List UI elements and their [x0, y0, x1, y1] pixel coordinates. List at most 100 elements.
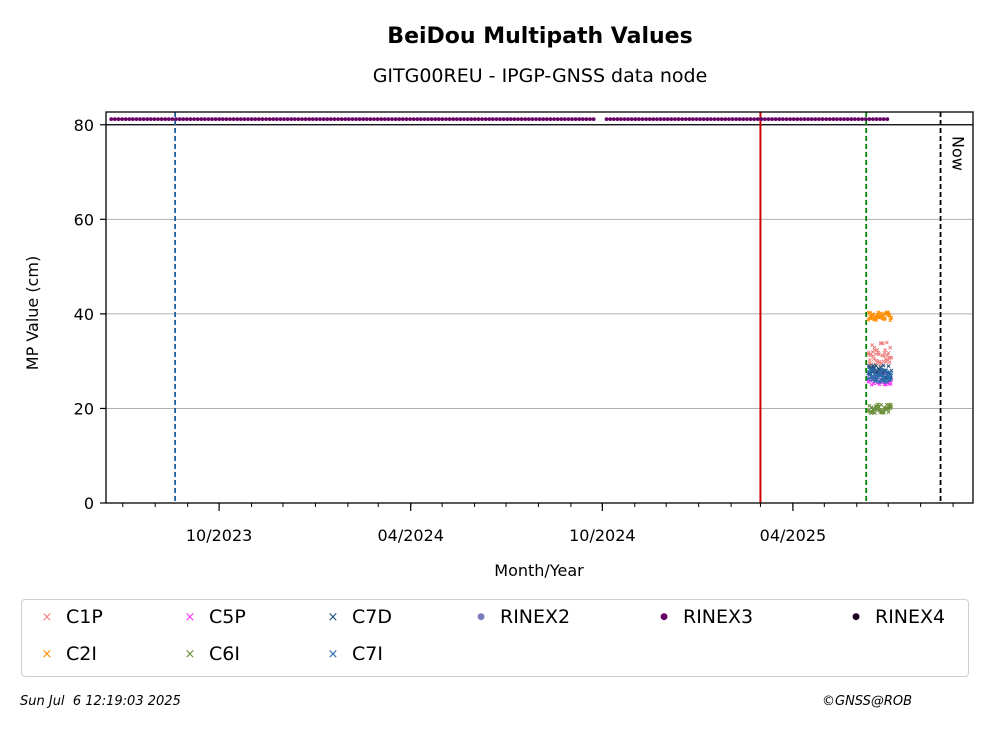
legend-item-c2i: × C2I: [36, 643, 97, 665]
rinex3-point: [130, 117, 135, 121]
rinex3-point: [555, 117, 560, 121]
point-C1P: [867, 361, 872, 366]
rinex3-point: [727, 117, 731, 121]
point-C1P: [887, 360, 892, 365]
rinex3-point: [382, 117, 387, 121]
point-C5P: [871, 381, 876, 386]
rinex3-point: [716, 117, 721, 121]
rinex3-point: [235, 117, 240, 121]
rinex3-point: [591, 117, 596, 121]
rinex3-point: [498, 117, 502, 121]
y-tick-label: 0: [84, 494, 94, 513]
point-C6I: [873, 411, 877, 416]
rinex3-point: [719, 117, 724, 121]
rinex3-point: [791, 117, 796, 121]
legend-label: C7I: [352, 643, 383, 665]
rinex3-point: [673, 117, 677, 121]
rinex3-point: [282, 117, 286, 121]
rinex3-point: [210, 117, 214, 121]
point-C1P: [886, 351, 891, 355]
point-C1P: [871, 357, 876, 362]
rinex3-point: [835, 117, 839, 121]
rinex3-point: [827, 117, 832, 121]
rinex3-point: [300, 117, 304, 121]
rinex3-point: [541, 117, 546, 121]
point-C7D: [886, 364, 891, 368]
point-C1P: [871, 354, 876, 359]
rinex3-point: [339, 117, 344, 121]
legend-marker: ●: [852, 611, 860, 622]
legend-marker: ×: [41, 609, 53, 625]
rinex3-point: [584, 117, 589, 121]
rinex3-point: [867, 117, 872, 121]
rinex3-point: [404, 117, 409, 121]
rinex3-point: [429, 117, 434, 121]
point-C7I: [882, 374, 886, 379]
rinex3-point: [408, 117, 412, 121]
rinex3-point: [505, 117, 510, 121]
rinex3-point: [465, 117, 470, 121]
rinex3-point: [501, 117, 506, 121]
legend-label: RINEX3: [683, 606, 754, 628]
rinex3-point: [314, 117, 319, 121]
rinex3-point: [881, 117, 886, 121]
legend-item-rinex4: ● RINEX4: [845, 606, 945, 628]
rinex3-point: [544, 117, 549, 121]
rinex3-point: [289, 117, 294, 121]
point-C1P: [885, 353, 890, 358]
rinex3-point: [184, 117, 189, 121]
rinex3-point: [640, 117, 645, 121]
rinex3-point: [318, 117, 322, 121]
rinex3-point: [788, 117, 793, 121]
rinex3-point: [570, 117, 574, 121]
point-C6I: [882, 410, 886, 415]
point-C7I: [869, 368, 874, 373]
point-C7I: [888, 377, 893, 382]
rinex3-point: [145, 117, 150, 121]
rinex3-point: [260, 117, 265, 121]
point-C7I: [884, 368, 889, 373]
rinex3-point: [629, 117, 634, 121]
rinex3-point: [328, 117, 333, 121]
legend-item-c1p: × C1P: [36, 606, 103, 628]
rinex3-point: [156, 117, 160, 121]
rinex3-point: [202, 117, 207, 121]
rinex3-point: [802, 117, 807, 121]
rinex3-point: [853, 117, 857, 121]
point-C6I: [869, 405, 874, 410]
point-C1P: [872, 345, 877, 350]
rinex3-point: [213, 117, 218, 121]
rinex3-point: [386, 117, 391, 121]
rinex3-point: [795, 117, 800, 121]
rinex3-point: [346, 117, 351, 121]
rinex3-point: [483, 117, 488, 121]
chart-title: BeiDou Multipath Values: [387, 24, 692, 49]
rinex3-point: [271, 117, 276, 121]
rinex3-point: [665, 117, 670, 121]
y-tick-label: 20: [74, 399, 94, 418]
rinex3-point: [256, 117, 261, 121]
legend-item-c7i: × C7I: [322, 643, 383, 665]
rinex3-point: [658, 117, 663, 121]
rinex3-point: [680, 117, 685, 121]
rinex3-point: [842, 117, 847, 121]
rinex3-point: [878, 117, 883, 121]
point-C1P: [866, 350, 871, 355]
rinex3-point: [845, 117, 850, 121]
point-C1P: [882, 354, 886, 358]
rinex3-point: [123, 117, 128, 121]
rinex3-point: [799, 117, 803, 121]
rinex3-point: [759, 117, 764, 121]
x-tick-label: 10/2024: [569, 526, 635, 545]
point-C7I: [871, 367, 876, 372]
rinex3-point: [195, 117, 200, 121]
rinex3-point: [838, 117, 843, 121]
point-C6I: [879, 402, 884, 407]
rinex3-point: [343, 117, 348, 121]
point-C1P: [883, 348, 888, 352]
rinex3-point: [238, 117, 243, 121]
rinex3-point: [644, 117, 649, 121]
legend-marker: ×: [327, 646, 339, 662]
rinex3-point: [604, 117, 609, 121]
